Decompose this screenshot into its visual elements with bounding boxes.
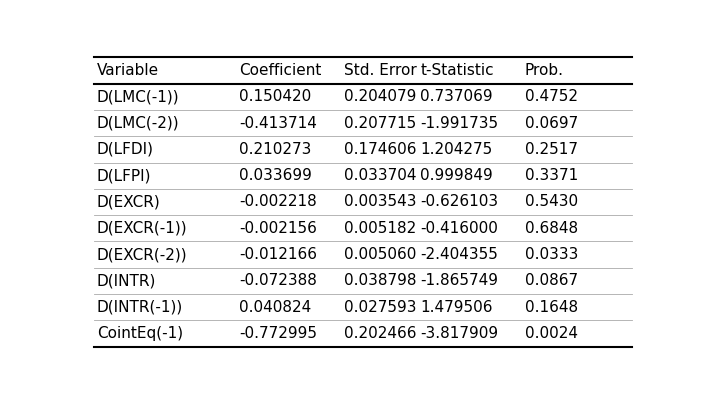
Text: D(LMC(-1)): D(LMC(-1)) <box>97 89 179 104</box>
Text: D(LFPI): D(LFPI) <box>97 168 152 183</box>
Text: -0.772995: -0.772995 <box>239 326 317 341</box>
Text: -0.002218: -0.002218 <box>239 194 317 210</box>
Text: t-Statistic: t-Statistic <box>421 63 494 78</box>
Text: 0.033704: 0.033704 <box>343 168 416 183</box>
Text: 0.040824: 0.040824 <box>239 300 312 315</box>
Text: 0.003543: 0.003543 <box>343 194 416 210</box>
Text: 0.1648: 0.1648 <box>525 300 578 315</box>
Text: 1.204275: 1.204275 <box>421 142 493 157</box>
Text: 0.202466: 0.202466 <box>343 326 416 341</box>
Text: 0.6848: 0.6848 <box>525 221 578 236</box>
Text: 0.999849: 0.999849 <box>421 168 493 183</box>
Text: 0.005060: 0.005060 <box>343 247 416 262</box>
Text: D(EXCR): D(EXCR) <box>97 194 161 210</box>
Text: Prob.: Prob. <box>525 63 564 78</box>
Text: -0.012166: -0.012166 <box>239 247 317 262</box>
Text: 0.3371: 0.3371 <box>525 168 578 183</box>
Text: 0.0024: 0.0024 <box>525 326 578 341</box>
Text: Variable: Variable <box>97 63 159 78</box>
Text: 0.5430: 0.5430 <box>525 194 578 210</box>
Text: 0.0333: 0.0333 <box>525 247 578 262</box>
Text: 0.038798: 0.038798 <box>343 274 416 288</box>
Text: Coefficient: Coefficient <box>239 63 321 78</box>
Text: -1.865749: -1.865749 <box>421 274 498 288</box>
Text: D(INTR): D(INTR) <box>97 274 156 288</box>
Text: -2.404355: -2.404355 <box>421 247 498 262</box>
Text: 0.0697: 0.0697 <box>525 116 578 130</box>
Text: 0.210273: 0.210273 <box>239 142 312 157</box>
Text: D(LFDI): D(LFDI) <box>97 142 154 157</box>
Text: -0.072388: -0.072388 <box>239 274 317 288</box>
Text: -3.817909: -3.817909 <box>421 326 498 341</box>
Text: 0.204079: 0.204079 <box>343 89 416 104</box>
Text: -0.416000: -0.416000 <box>421 221 498 236</box>
Text: D(EXCR(-2)): D(EXCR(-2)) <box>97 247 188 262</box>
Text: 0.4752: 0.4752 <box>525 89 578 104</box>
Text: 0.2517: 0.2517 <box>525 142 578 157</box>
Text: 0.207715: 0.207715 <box>343 116 416 130</box>
Text: 0.174606: 0.174606 <box>343 142 416 157</box>
Text: 0.033699: 0.033699 <box>239 168 312 183</box>
Text: -0.413714: -0.413714 <box>239 116 317 130</box>
Text: 0.737069: 0.737069 <box>421 89 493 104</box>
Text: 0.0867: 0.0867 <box>525 274 578 288</box>
Text: 0.005182: 0.005182 <box>343 221 416 236</box>
Text: Std. Error: Std. Error <box>343 63 416 78</box>
Text: -0.626103: -0.626103 <box>421 194 498 210</box>
Text: -0.002156: -0.002156 <box>239 221 317 236</box>
Text: 0.150420: 0.150420 <box>239 89 312 104</box>
Text: D(EXCR(-1)): D(EXCR(-1)) <box>97 221 188 236</box>
Text: CointEq(-1): CointEq(-1) <box>97 326 183 341</box>
Text: D(INTR(-1)): D(INTR(-1)) <box>97 300 183 315</box>
Text: -1.991735: -1.991735 <box>421 116 498 130</box>
Text: D(LMC(-2)): D(LMC(-2)) <box>97 116 179 130</box>
Text: 1.479506: 1.479506 <box>421 300 493 315</box>
Text: 0.027593: 0.027593 <box>343 300 416 315</box>
